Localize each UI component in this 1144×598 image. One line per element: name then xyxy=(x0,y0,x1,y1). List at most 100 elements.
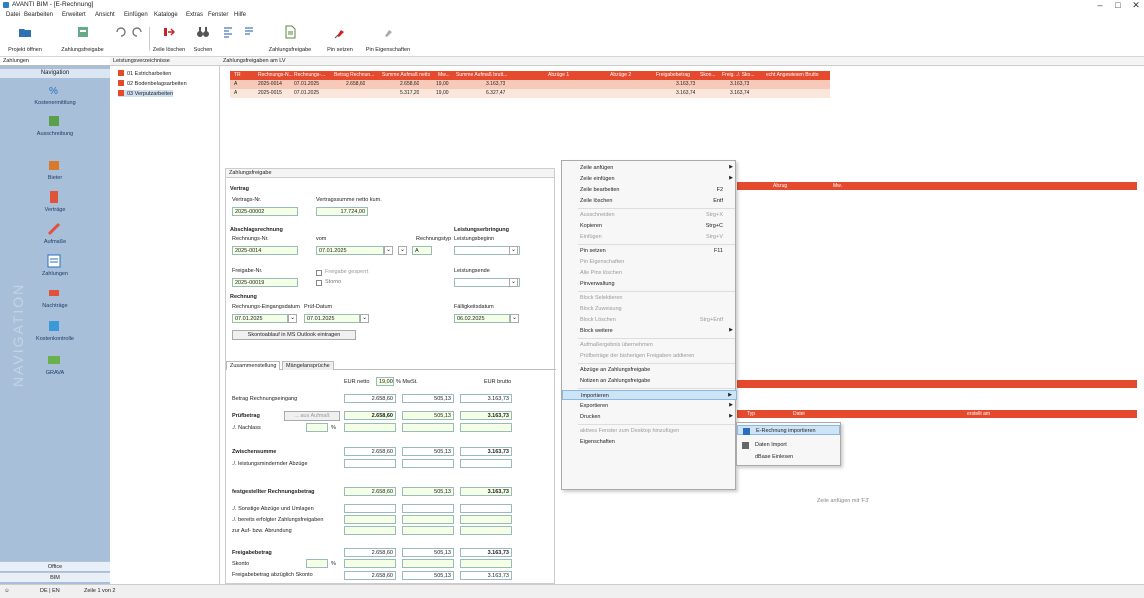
context-menu-item[interactable]: Pin Eigenschaften xyxy=(562,257,737,267)
nav-item-grava[interactable]: GRAVA xyxy=(0,353,110,383)
menu-item-dbase[interactable]: dBase Einlesen xyxy=(755,454,794,460)
menu-bearbeiten[interactable]: Bearbeiten xyxy=(24,12,54,18)
storno-checkbox[interactable] xyxy=(316,280,322,286)
context-menu-item[interactable]: Kopieren Strg+C xyxy=(562,221,737,231)
rechnungs-nr-field[interactable]: 2025-0014 xyxy=(232,246,298,255)
tree-item-verputz[interactable]: 03 Verputzarbeiten xyxy=(118,90,174,97)
context-menu-item[interactable]: Ausschneiden Strg+X xyxy=(562,210,737,220)
col-angewiesen[interactable]: echt Angewiesen Brutto xyxy=(766,72,819,78)
context-menu-item[interactable]: Zeile einfügen ▶ xyxy=(562,174,737,184)
tree-item-bodenbelag[interactable]: 02 Bodenbelagsarbeiten xyxy=(118,80,187,87)
context-menu-item[interactable]: Block Selektieren xyxy=(562,293,737,303)
chevron-down-icon[interactable]: ⌄ xyxy=(288,314,297,323)
col-summe-netto[interactable]: Summe Aufmaß netto xyxy=(382,72,431,78)
brutto-field[interactable] xyxy=(460,504,512,513)
chevron-down-icon[interactable]: ⌄ xyxy=(384,246,393,255)
context-menu-item[interactable]: Notizen an Zahlungsfreigabe xyxy=(562,376,737,386)
mwst-field[interactable] xyxy=(402,423,454,432)
netto-field[interactable]: 2.658,60 xyxy=(344,447,396,456)
netto-field[interactable] xyxy=(344,504,396,513)
netto-field[interactable]: 2.658,60 xyxy=(344,411,396,420)
nav-office-button[interactable]: Office xyxy=(0,561,110,571)
menu-ansicht[interactable]: Ansicht xyxy=(95,12,115,18)
context-menu-item[interactable]: Abzüge an Zahlungsfreigabe xyxy=(562,365,737,375)
tab-zusammenstellung[interactable]: Zusammenstellung xyxy=(226,361,281,370)
skonto-outlook-button[interactable]: Skontoablauf in MS Outlook eintragen xyxy=(232,330,356,340)
nachlass-pct-field[interactable] xyxy=(306,423,328,432)
menu-item-daten-import[interactable]: Daten Import xyxy=(737,440,840,450)
menu-item-e-rechnung-import[interactable]: E-Rechnung importieren xyxy=(737,425,840,435)
mwst-field[interactable] xyxy=(402,459,454,468)
context-menu-item[interactable]: Eigenschaften xyxy=(562,437,737,447)
col-abzuege2[interactable]: Abzüge 2 xyxy=(610,72,632,78)
brutto-field[interactable] xyxy=(460,526,512,535)
col-tr[interactable]: TR xyxy=(234,72,241,78)
netto-field[interactable] xyxy=(344,526,396,535)
netto-field[interactable]: 2.658,60 xyxy=(344,571,396,580)
chevron-down-icon[interactable]: ⌄ xyxy=(360,314,369,323)
redo-button[interactable] xyxy=(130,23,146,55)
brutto-field[interactable]: 3.163,73 xyxy=(460,548,512,557)
netto-field[interactable] xyxy=(344,423,396,432)
mwst-rate-field[interactable]: 19,00 xyxy=(376,377,394,386)
nav-item-kostenkontrolle[interactable]: Kostenkontrolle xyxy=(0,319,110,349)
context-menu-item[interactable]: Drucken ▶ xyxy=(562,412,737,422)
freigabe-gesperrt-checkbox[interactable] xyxy=(316,270,322,276)
col-betrag[interactable]: Betrag Rechnun... xyxy=(334,72,375,78)
col-rechnungs-datum[interactable]: Rechnungs-... xyxy=(294,72,326,78)
context-menu-item[interactable]: Pinverwaltung xyxy=(562,279,737,289)
undo-button[interactable] xyxy=(112,23,128,55)
mwst-field[interactable]: 505,13 xyxy=(402,447,454,456)
rechnungstyp-field[interactable]: A xyxy=(412,246,432,255)
context-menu-item[interactable]: Importieren ▶ xyxy=(562,390,737,400)
col-summe-brutto[interactable]: Summe Aufmaß brutt... xyxy=(456,72,508,78)
netto-field[interactable] xyxy=(344,459,396,468)
context-menu-item[interactable]: Prüfbeträge der bisherigen Freigaben add… xyxy=(562,351,737,361)
format-button[interactable] xyxy=(238,23,260,55)
mwst-field[interactable]: 505,13 xyxy=(402,548,454,557)
context-menu-item[interactable]: aktives Fenster zum Desktop hinzufügen xyxy=(562,426,737,436)
maximize-button[interactable]: □ xyxy=(1115,0,1121,10)
mwst-field[interactable] xyxy=(402,504,454,513)
close-button[interactable]: ✕ xyxy=(1132,0,1140,10)
table-row[interactable]: A 2025-0014 07.01.2025 2.658,60 2.658,60… xyxy=(230,80,830,89)
mwst-field[interactable]: 505,13 xyxy=(402,571,454,580)
brutto-field[interactable]: 3.163,73 xyxy=(460,487,512,496)
context-menu-item[interactable]: Exportieren ▶ xyxy=(562,401,737,411)
brutto-field[interactable]: 3.163,73 xyxy=(460,411,512,420)
col-freig-skonto[interactable]: Freig. ./. Sko... xyxy=(722,72,755,78)
language-switch[interactable]: DE | EN xyxy=(40,588,60,594)
context-menu-item[interactable]: Zeile löschen Entf xyxy=(562,196,737,206)
menu-hilfe[interactable]: Hilfe xyxy=(234,12,247,18)
delete-row-button[interactable]: Zeile löschen xyxy=(152,23,186,55)
brutto-field[interactable]: 3.163,73 xyxy=(460,571,512,580)
chevron-down-icon[interactable]: ⌄ xyxy=(509,278,518,287)
menu-datei[interactable]: Datei xyxy=(6,12,21,18)
col-freigabebetrag[interactable]: Freigabebetrag xyxy=(656,72,690,78)
leistungsbeginn-field[interactable] xyxy=(454,246,520,255)
col-abzuege1[interactable]: Abzüge 1 xyxy=(548,72,570,78)
context-menu-item[interactable]: Pin setzen F11 xyxy=(562,246,737,256)
tree-item-estrich[interactable]: 01 Estricharbeiten xyxy=(118,70,171,77)
netto-field[interactable]: 2.658,60 xyxy=(344,548,396,557)
table-row[interactable]: A 2025-0015 07.01.2025 5.317,20 19,00 6.… xyxy=(230,89,830,98)
context-menu-item[interactable]: Aufmaßergebnis übernehmen xyxy=(562,340,737,350)
set-pin-button[interactable]: Pin setzen xyxy=(322,23,358,55)
nav-item-kostenermittlung[interactable]: % Kostenermittlung xyxy=(0,83,110,113)
skonto-pct-field[interactable] xyxy=(306,559,328,568)
context-menu-item[interactable]: Einfügen Strg+V xyxy=(562,232,737,242)
context-menu-item[interactable]: Alle Pins löschen xyxy=(562,268,737,278)
menu-fenster[interactable]: Fenster xyxy=(208,12,229,18)
eingangsdatum-field[interactable]: 07.01.2025 xyxy=(232,314,288,323)
faelligkeitsdatum-field[interactable]: 06.02.2025 xyxy=(454,314,510,323)
nav-item-vertraege[interactable]: Verträge xyxy=(0,190,110,220)
context-menu-item[interactable]: Block Löschen Strg+Entf xyxy=(562,315,737,325)
chevron-down-icon[interactable]: ⌄ xyxy=(398,246,407,255)
nav-item-bieter[interactable]: Bieter xyxy=(0,158,110,188)
vom-field[interactable]: 07.01.2025 xyxy=(316,246,384,255)
netto-field[interactable]: 2.658,60 xyxy=(344,487,396,496)
netto-field[interactable] xyxy=(344,559,396,568)
payment-release-button-2[interactable]: Zahlungsfreigabe xyxy=(262,23,318,55)
tab-maengelansprueche[interactable]: Mängelansprüche xyxy=(282,361,334,370)
nav-item-nachtraege[interactable]: Nachträge xyxy=(0,286,110,316)
